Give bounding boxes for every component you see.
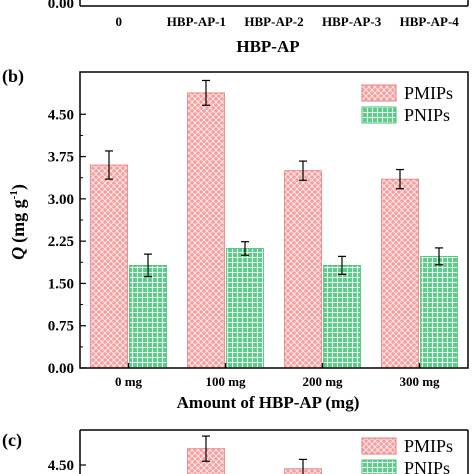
panel-b-y-tick-label: 3.00 <box>48 192 74 208</box>
panel-b-legend-swatch-pnips <box>361 106 397 124</box>
panel-b-y-axis-unit-close: ) <box>8 184 29 190</box>
panel-c-legend-swatch-pmips <box>361 437 397 455</box>
panel-a-x-tick-label: 0 <box>116 14 123 29</box>
panel-b-x-tick-label: 200 mg <box>302 374 343 389</box>
panel-b-legend-label-pmips: PMIPs <box>404 83 453 103</box>
panel-a: 0.00 0 HBP-AP-1 HBP-AP-2 HBP-AP-3 HBP-AP-4 H… <box>48 0 469 56</box>
panel-b-x-tick-label: 300 mg <box>399 374 440 389</box>
panel-c: (c) 4.50 PMIPs PNIPs <box>2 429 469 474</box>
panel-b-y-tick-label: 1.50 <box>48 276 74 292</box>
bar-pmips <box>284 170 322 369</box>
panel-a-x-tick-label: HBP-AP-4 <box>400 14 460 29</box>
panel-c-legend: PMIPs PNIPs <box>361 436 453 474</box>
panel-c-ytick-label: 4.50 <box>48 458 74 474</box>
panel-b-x-tick-labels: 0 mg 100 mg 200 mg 300 mg <box>115 363 440 389</box>
panel-b-y-tick-label: 4.50 <box>48 107 74 123</box>
panel-b-y-tick-label: 3.75 <box>48 150 74 166</box>
panel-b-bars <box>90 79 458 369</box>
panel-b-legend-label-pnips: PNIPs <box>404 105 450 125</box>
panel-b: (b) 0.00 0.75 1.50 2.25 3.00 3.75 4.50 0 mg 100… <box>2 66 469 412</box>
panel-a-x-tick-label: HBP-AP-2 <box>244 14 303 29</box>
panel-b-y-axis-symbol: Q <box>8 247 28 260</box>
panel-b-y-axis-unit: (mg g <box>8 199 29 243</box>
panel-b-letter: (b) <box>2 66 24 87</box>
panel-c-legend-label-pnips: PNIPs <box>404 458 450 474</box>
panel-b-legend: PMIPs PNIPs <box>361 83 453 125</box>
panel-a-x-tick-label: HBP-AP-3 <box>322 14 382 29</box>
bar-pnips <box>420 255 458 369</box>
panel-c-bars <box>187 435 322 474</box>
panel-b-y-axis-title: Q (mg g-1) <box>8 184 29 260</box>
panel-b-y-ticks: 0.00 0.75 1.50 2.25 3.00 3.75 4.50 <box>48 107 86 377</box>
panel-a-x-axis-title: HBP-AP <box>236 37 299 56</box>
panel-a-x-tick-label: HBP-AP-1 <box>167 14 226 29</box>
panel-c-letter: (c) <box>2 430 22 451</box>
panel-b-x-tick-label: 0 mg <box>115 374 143 389</box>
bar-pmips <box>381 178 419 369</box>
panel-b-y-axis-unit-exponent: -1 <box>8 190 20 199</box>
bar-pmips <box>187 92 225 369</box>
panel-c-legend-label-pmips: PMIPs <box>404 436 453 456</box>
panel-b-x-axis-title: Amount of HBP-AP (mg) <box>177 393 360 412</box>
panel-c-legend-swatch-pnips <box>361 459 397 474</box>
panel-b-legend-swatch-pmips <box>361 84 397 102</box>
bar-pmips <box>90 164 128 369</box>
panel-b-y-tick-label: 0.75 <box>48 319 74 335</box>
panel-a-ytick-label: 0.00 <box>48 0 74 12</box>
panel-b-x-tick-label: 100 mg <box>205 374 246 389</box>
bar-pnips <box>129 264 167 369</box>
bar-pnips <box>226 248 264 369</box>
panel-a-x-tick-labels: 0 HBP-AP-1 HBP-AP-2 HBP-AP-3 HBP-AP-4 <box>116 14 460 29</box>
panel-b-y-tick-label: 2.25 <box>48 234 74 250</box>
bar-pnips <box>323 264 361 369</box>
panel-b-y-tick-label: 0.00 <box>48 361 74 377</box>
